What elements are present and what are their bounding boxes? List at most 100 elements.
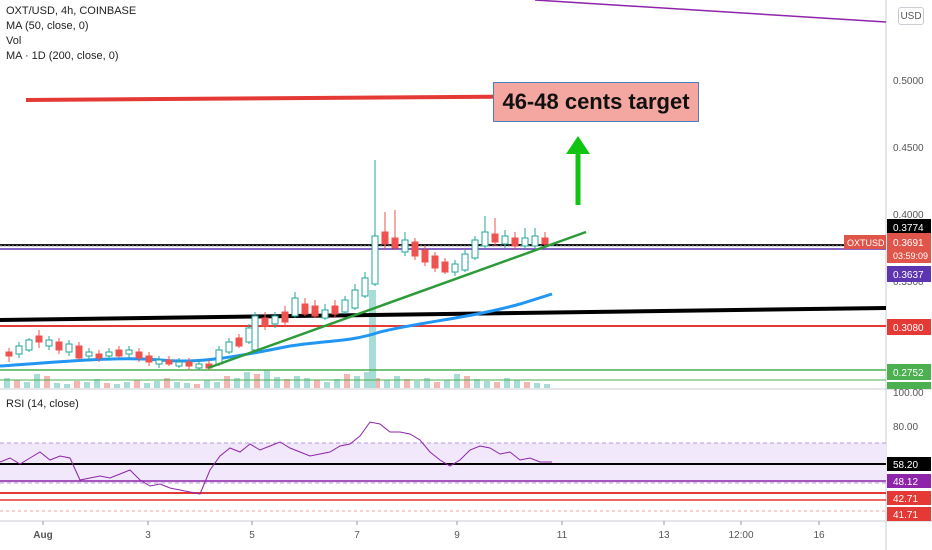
volume-bar xyxy=(464,376,470,388)
candle-body xyxy=(145,355,153,363)
candle-body xyxy=(225,341,233,353)
volume-bar xyxy=(334,379,340,388)
rsi-badge-bg xyxy=(887,457,931,471)
volume-bar xyxy=(184,383,190,388)
volume-bar xyxy=(384,380,390,388)
candle-body xyxy=(411,241,419,257)
price-tick-label: 0.4000 xyxy=(893,210,924,221)
candle-body xyxy=(391,237,399,249)
time-label: 3 xyxy=(145,530,151,541)
candle-body xyxy=(441,261,449,273)
volume-bar xyxy=(134,380,140,388)
countdown-badge: 03:59:09 xyxy=(893,251,928,261)
volume-bar xyxy=(204,380,210,388)
symbol-legend[interactable]: OXT/USD, 4h, COINBASE xyxy=(6,5,137,17)
candle-body xyxy=(311,305,319,317)
volume-bar xyxy=(4,378,10,388)
price-tick-label: 0.3500 xyxy=(893,277,924,288)
volume-bar xyxy=(424,378,430,388)
candle-body xyxy=(245,327,253,343)
candle-body xyxy=(401,239,409,253)
candle-body xyxy=(165,359,173,365)
candle-body xyxy=(55,341,63,351)
badge-support-bg xyxy=(887,319,931,335)
volume-bar xyxy=(524,382,530,388)
badge-ma-bg xyxy=(887,266,931,282)
volume-bar xyxy=(154,381,160,388)
candle-body xyxy=(331,305,339,315)
candle-body xyxy=(371,235,379,285)
volume-bar xyxy=(234,378,240,388)
target-arrow-head xyxy=(566,136,590,154)
volume-bar xyxy=(304,378,310,388)
volume-bar xyxy=(374,378,380,388)
rsi-line xyxy=(0,421,552,495)
volume-bar xyxy=(274,377,280,388)
volume-bar xyxy=(444,380,450,388)
ticker-badge-bg xyxy=(844,235,886,249)
ma50-line xyxy=(0,292,553,368)
volume-bar xyxy=(534,383,540,388)
ma50-legend[interactable]: MA (50, close, 0) xyxy=(6,20,89,32)
time-label: Aug xyxy=(33,530,52,541)
volume-bar xyxy=(64,384,70,388)
time-label: 5 xyxy=(249,530,255,541)
volume-bar xyxy=(214,382,220,388)
badge-ma: 0.3637 xyxy=(893,270,924,281)
volume-bar xyxy=(484,381,490,388)
candle-body xyxy=(481,231,489,247)
rsi-red2-badge: 41.71 xyxy=(893,510,918,521)
candle-body xyxy=(351,289,359,309)
rsi-red-badge-bg xyxy=(887,491,931,505)
time-label: 13 xyxy=(658,530,670,541)
time-label: 9 xyxy=(454,530,460,541)
volume-bar xyxy=(224,376,230,388)
currency-button[interactable]: USD xyxy=(898,7,924,25)
time-label: 11 xyxy=(557,530,568,541)
badge-support-green-bg xyxy=(887,364,931,380)
time-label: 16 xyxy=(813,530,825,541)
candle-body xyxy=(341,299,349,313)
candle-body xyxy=(321,309,329,319)
ascending-trendline xyxy=(207,230,587,370)
candle-body xyxy=(531,235,539,247)
candle-body xyxy=(155,359,163,365)
candle-body xyxy=(421,249,429,263)
volume-bar xyxy=(24,382,30,388)
volume-bar xyxy=(14,380,20,388)
vol-legend[interactable]: Vol xyxy=(6,35,22,47)
volume-bar xyxy=(34,374,40,388)
volume-bar xyxy=(44,376,50,388)
black-trendline xyxy=(0,306,887,322)
volume-bar xyxy=(294,376,300,388)
volume-bar xyxy=(254,374,260,388)
candle-body xyxy=(135,351,143,359)
badge-support: 0.3080 xyxy=(893,323,924,334)
rsi-legend[interactable]: RSI (14, close) xyxy=(6,398,79,410)
candle-body xyxy=(451,263,459,273)
candle-body xyxy=(251,315,259,351)
volume-bar xyxy=(284,379,290,388)
ma200-legend[interactable]: MA · 1D (200, close, 0) xyxy=(6,50,119,62)
candle-body xyxy=(261,317,269,327)
candle-body xyxy=(185,361,193,367)
candle-body xyxy=(195,363,203,369)
candle-body xyxy=(281,311,289,323)
price-tick-label: 0.4500 xyxy=(893,143,924,154)
volume-bar xyxy=(94,379,100,388)
candle-body xyxy=(35,335,43,343)
candle-body xyxy=(501,235,509,245)
candle-body xyxy=(301,303,309,315)
volume-bar xyxy=(414,381,420,388)
candle-body xyxy=(95,353,103,359)
ticker-badge: OXTUSD xyxy=(847,238,885,248)
rsi-red2-badge-bg xyxy=(887,507,931,521)
last-price-badge: 0.3691 xyxy=(893,238,924,249)
volume-bar xyxy=(504,378,510,388)
volume-bar xyxy=(344,374,350,388)
candle-body xyxy=(461,253,469,271)
time-label: 7 xyxy=(354,530,360,541)
target-annotation: 46-48 cents target xyxy=(493,82,699,122)
badge-support-green-2-bg xyxy=(887,382,931,389)
